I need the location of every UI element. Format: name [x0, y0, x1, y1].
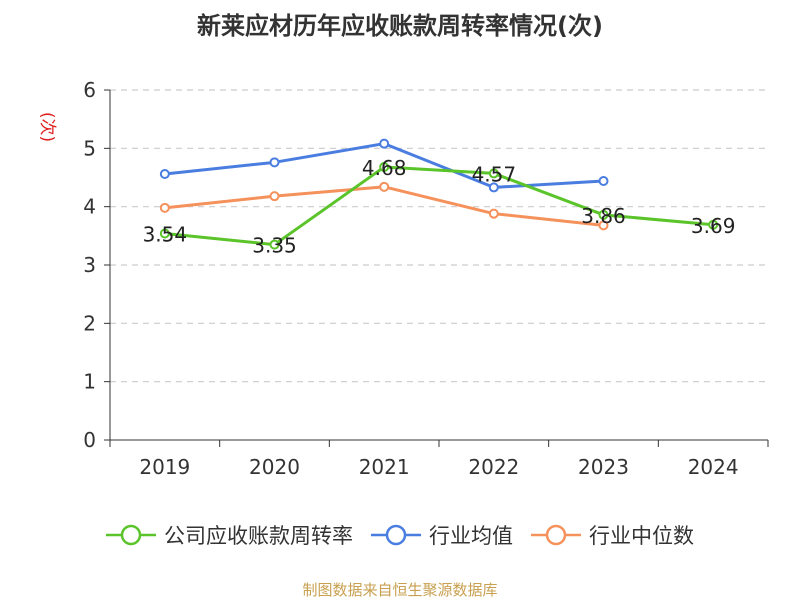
data-point-0-2020: [269, 239, 280, 250]
data-label-2020: 3.35: [252, 234, 297, 258]
y-tick-label-0: 0: [83, 428, 96, 452]
data-point-1-2020: [269, 157, 280, 168]
data-point-0-2023: [598, 209, 609, 220]
legend-item-0[interactable]: 公司应收账款周转率: [106, 520, 353, 550]
data-point-0-2024: [708, 219, 719, 230]
x-tick-label-2024: 2024: [688, 455, 739, 479]
data-label-2019: 3.54: [143, 223, 188, 247]
data-point-1-2022: [488, 182, 499, 193]
series-line-0: [164, 165, 714, 247]
y-tick-label-2: 2: [83, 311, 96, 335]
data-point-0-2021: [379, 162, 390, 172]
legend-label: 行业中位数: [589, 524, 694, 548]
series: [159, 138, 719, 250]
y-tick-label-1: 1: [83, 370, 96, 394]
legend: 公司应收账款周转率 行业均值 行业中位数: [0, 520, 800, 550]
data-point-2-2022: [488, 208, 499, 219]
legend-label: 公司应收账款周转率: [164, 524, 353, 548]
data-point-2-2019: [159, 202, 170, 213]
data-labels: 3.54 3.35 4.68 4.57 3.86 3.69: [143, 156, 736, 258]
data-point-1-2019: [159, 169, 170, 179]
legend-label: 行业均值: [429, 524, 513, 548]
x-tick-label-2020: 2020: [249, 455, 300, 479]
y-tick-label-5: 5: [83, 136, 96, 160]
data-label-2024: 3.69: [691, 214, 736, 238]
legend-swatch-icon: [371, 524, 421, 546]
x-tick-label-2023: 2023: [578, 455, 629, 479]
legend-item-2[interactable]: 行业中位数: [531, 520, 694, 550]
data-label-2021: 4.68: [362, 156, 407, 180]
data-point-0-2019: [159, 228, 170, 239]
y-tick-label-6: 6: [83, 78, 96, 102]
grid-lines: [110, 89, 768, 383]
chart-title: 新莱应材历年应收账款周转率情况(次): [197, 12, 603, 40]
y-tick-label-4: 4: [83, 195, 96, 219]
data-point-2-2020: [269, 191, 280, 202]
data-point-2-2023: [598, 220, 609, 231]
data-point-2-2021: [379, 181, 390, 192]
legend-swatch-icon: [106, 524, 156, 546]
series-line-2: [164, 185, 604, 227]
axes: 0 1 2 3 4 5 6 2019 2020 2021 2022 2023 2024 (次): [37, 78, 769, 479]
data-label-2023: 3.86: [581, 204, 626, 228]
source-note: 制图数据来自恒生聚源数据库: [302, 581, 498, 599]
data-label-2022: 4.57: [472, 162, 517, 186]
data-point-0-2022: [488, 168, 499, 179]
y-axis-title: (次): [37, 112, 57, 142]
x-tick-label-2022: 2022: [468, 455, 519, 479]
legend-swatch-icon: [531, 524, 581, 546]
y-tick-label-3: 3: [83, 253, 96, 277]
x-tick-label-2019: 2019: [139, 455, 190, 479]
data-point-1-2021: [379, 138, 390, 149]
data-point-1-2023: [598, 176, 609, 186]
x-tick-label-2021: 2021: [359, 455, 410, 479]
legend-item-1[interactable]: 行业均值: [371, 520, 513, 550]
